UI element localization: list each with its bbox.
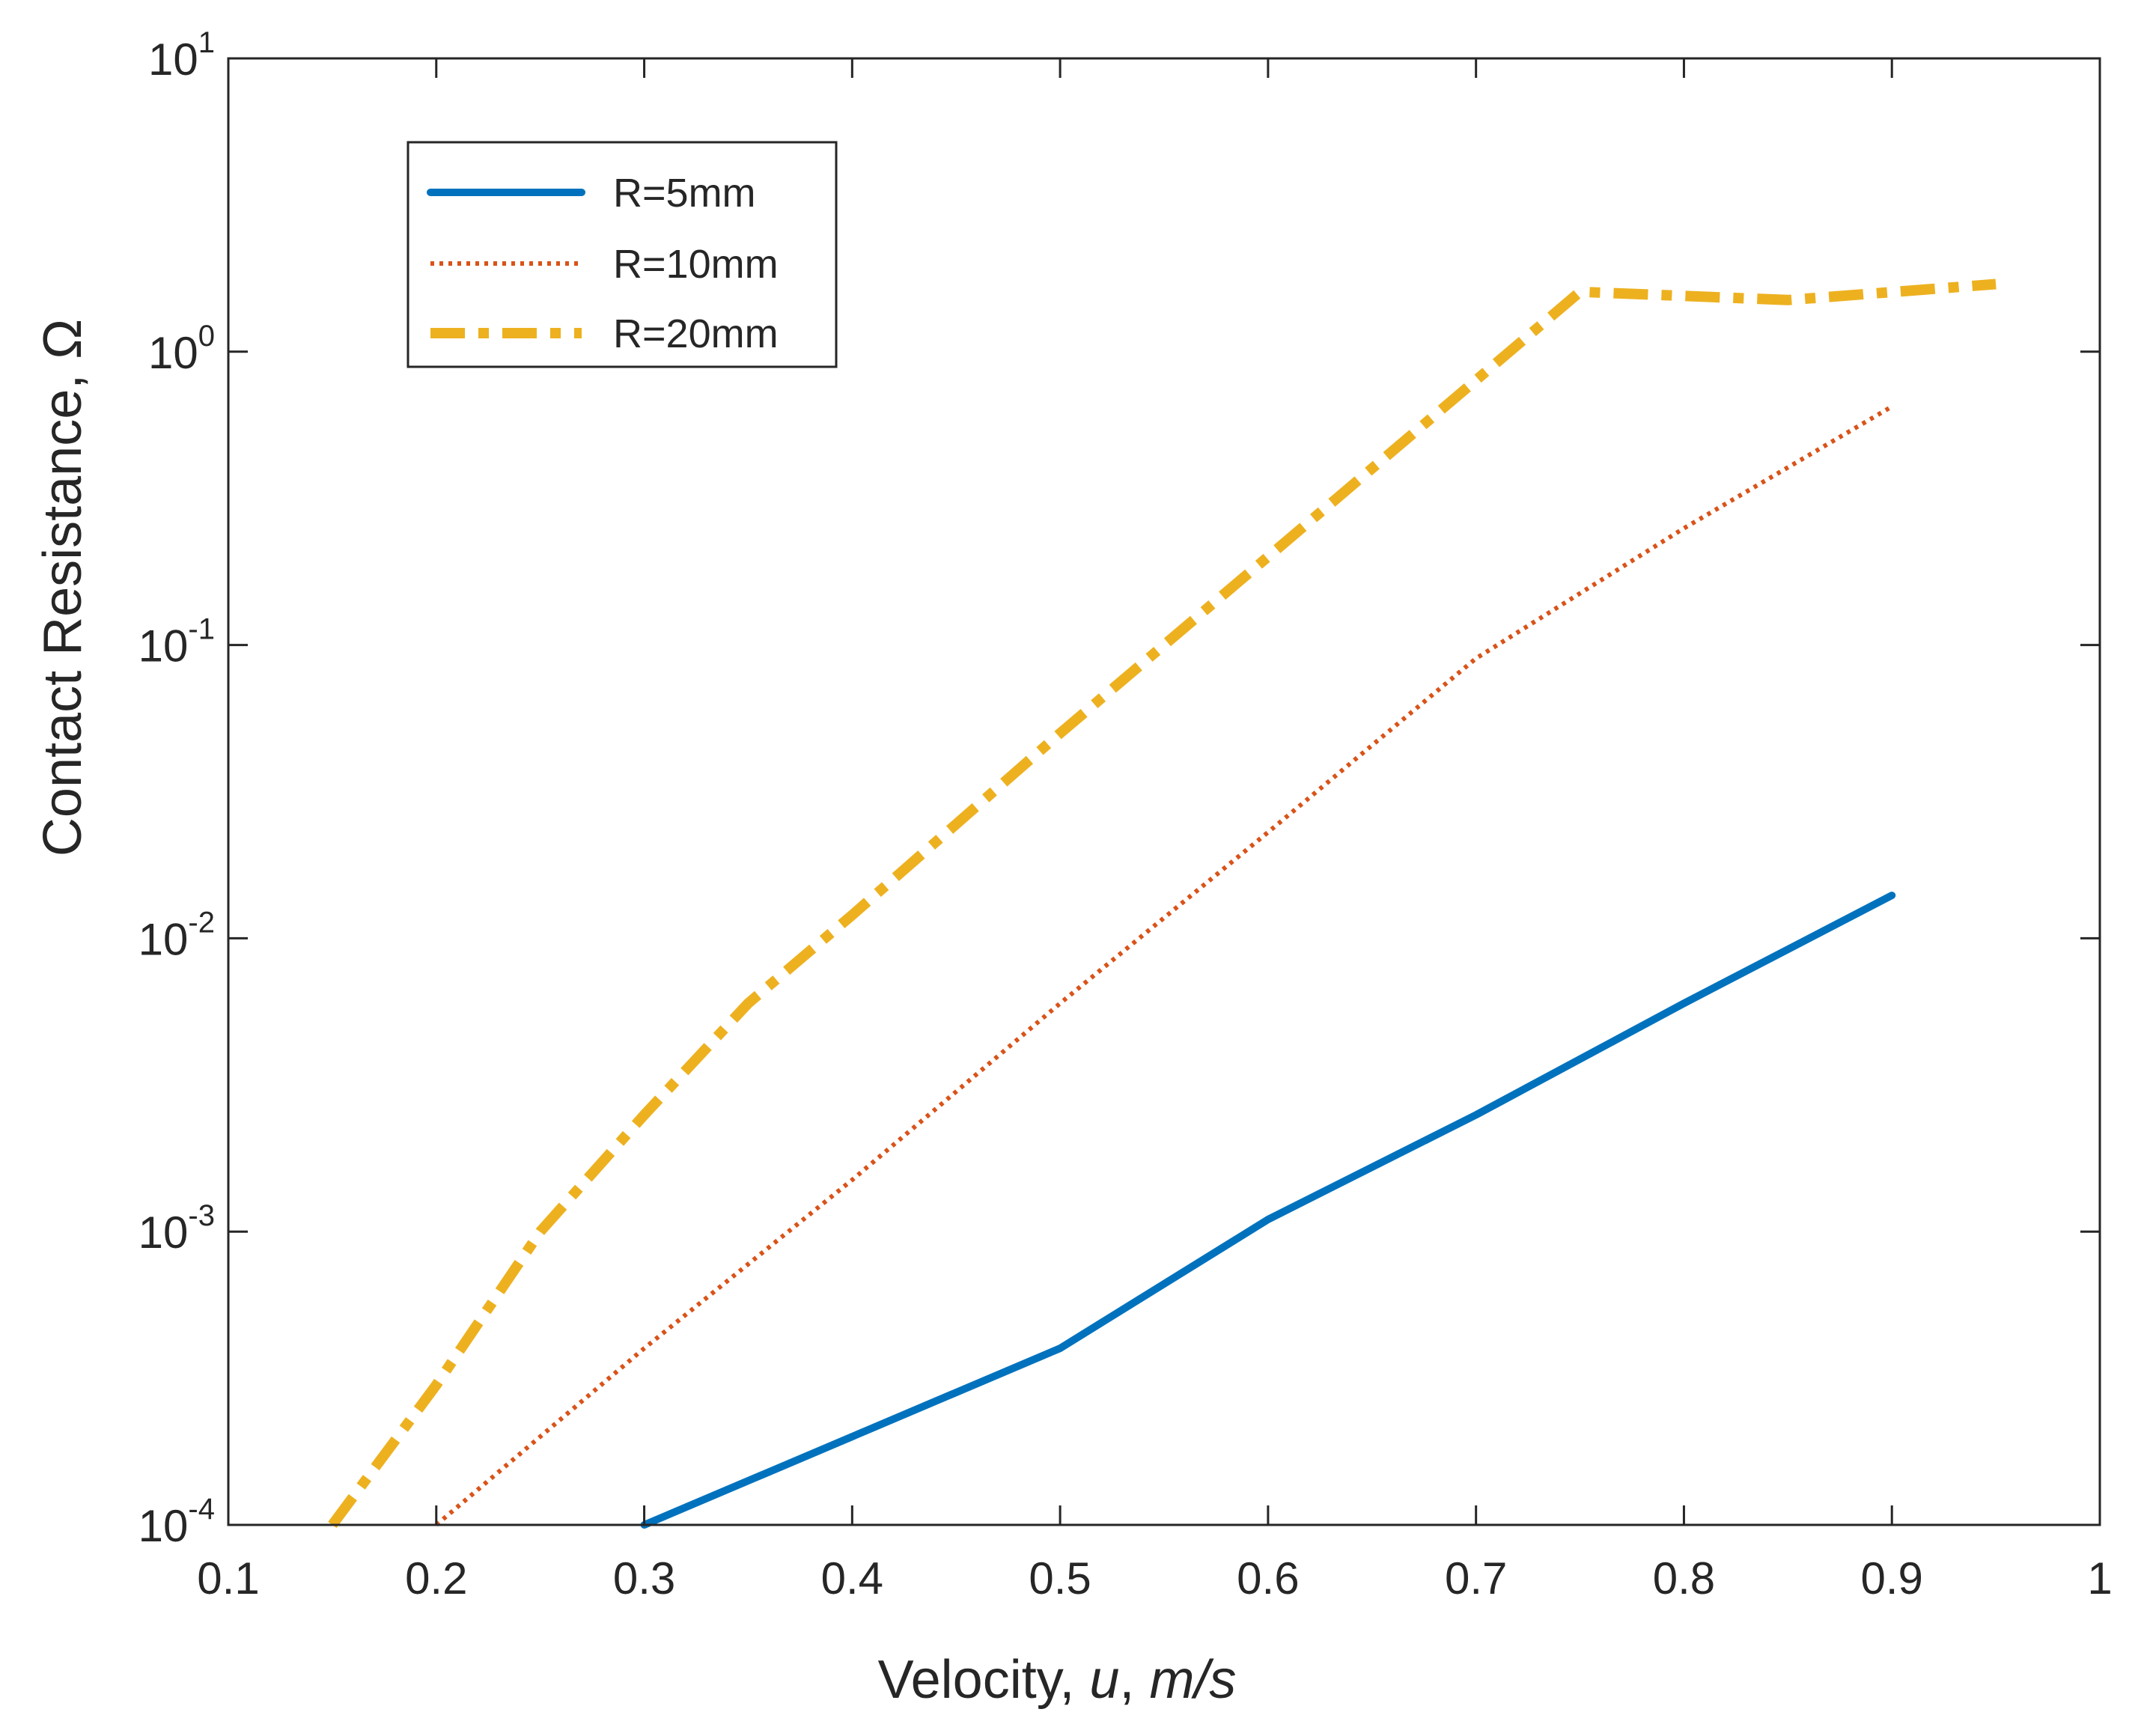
y-tick-label: 100 (148, 320, 215, 378)
axis-ticks (227, 57, 2101, 1526)
x-tick-label: 1 (2087, 1553, 2112, 1603)
x-tick-label: 0.3 (613, 1553, 675, 1603)
legend-label-3: R=20mm (613, 311, 779, 356)
legend-label-1: R=5mm (613, 171, 756, 216)
y-axis-label: Contact Resistance, Ω (33, 319, 93, 856)
x-tick-label: 0.6 (1237, 1553, 1299, 1603)
series-line-1 (640, 892, 1896, 1529)
series-line-3 (328, 278, 1997, 1529)
y-tick-label: 10-4 (138, 1493, 215, 1551)
legend-label-2: R=10mm (613, 242, 779, 287)
x-tick-label: 0.7 (1445, 1553, 1507, 1603)
y-tick-label: 10-1 (138, 613, 215, 671)
tick-labels: 0.1 0.2 0.3 0.4 0.5 0.6 0.7 0.8 0.9 1 10-4 10-3 10-2… (138, 26, 2113, 1603)
y-tick-label: 10-2 (138, 906, 215, 964)
plot-frame (227, 57, 2101, 1526)
x-axis-label: Velocity, u, m/s (878, 1650, 1237, 1710)
x-tick-label: 0.4 (821, 1553, 883, 1603)
plot-lines (328, 278, 1997, 1529)
x-tick-label: 0.2 (405, 1553, 467, 1603)
x-tick-label: 0.5 (1029, 1553, 1091, 1603)
legend: R=5mm R=10mm R=20mm (406, 141, 838, 368)
x-tick-label: 0.8 (1653, 1553, 1715, 1603)
x-tick-label: 0.9 (1861, 1553, 1923, 1603)
x-tick-label: 0.1 (197, 1553, 259, 1603)
y-tick-label: 10-3 (138, 1199, 215, 1258)
series-line-2 (434, 404, 1893, 1527)
y-tick-label: 101 (148, 26, 215, 85)
